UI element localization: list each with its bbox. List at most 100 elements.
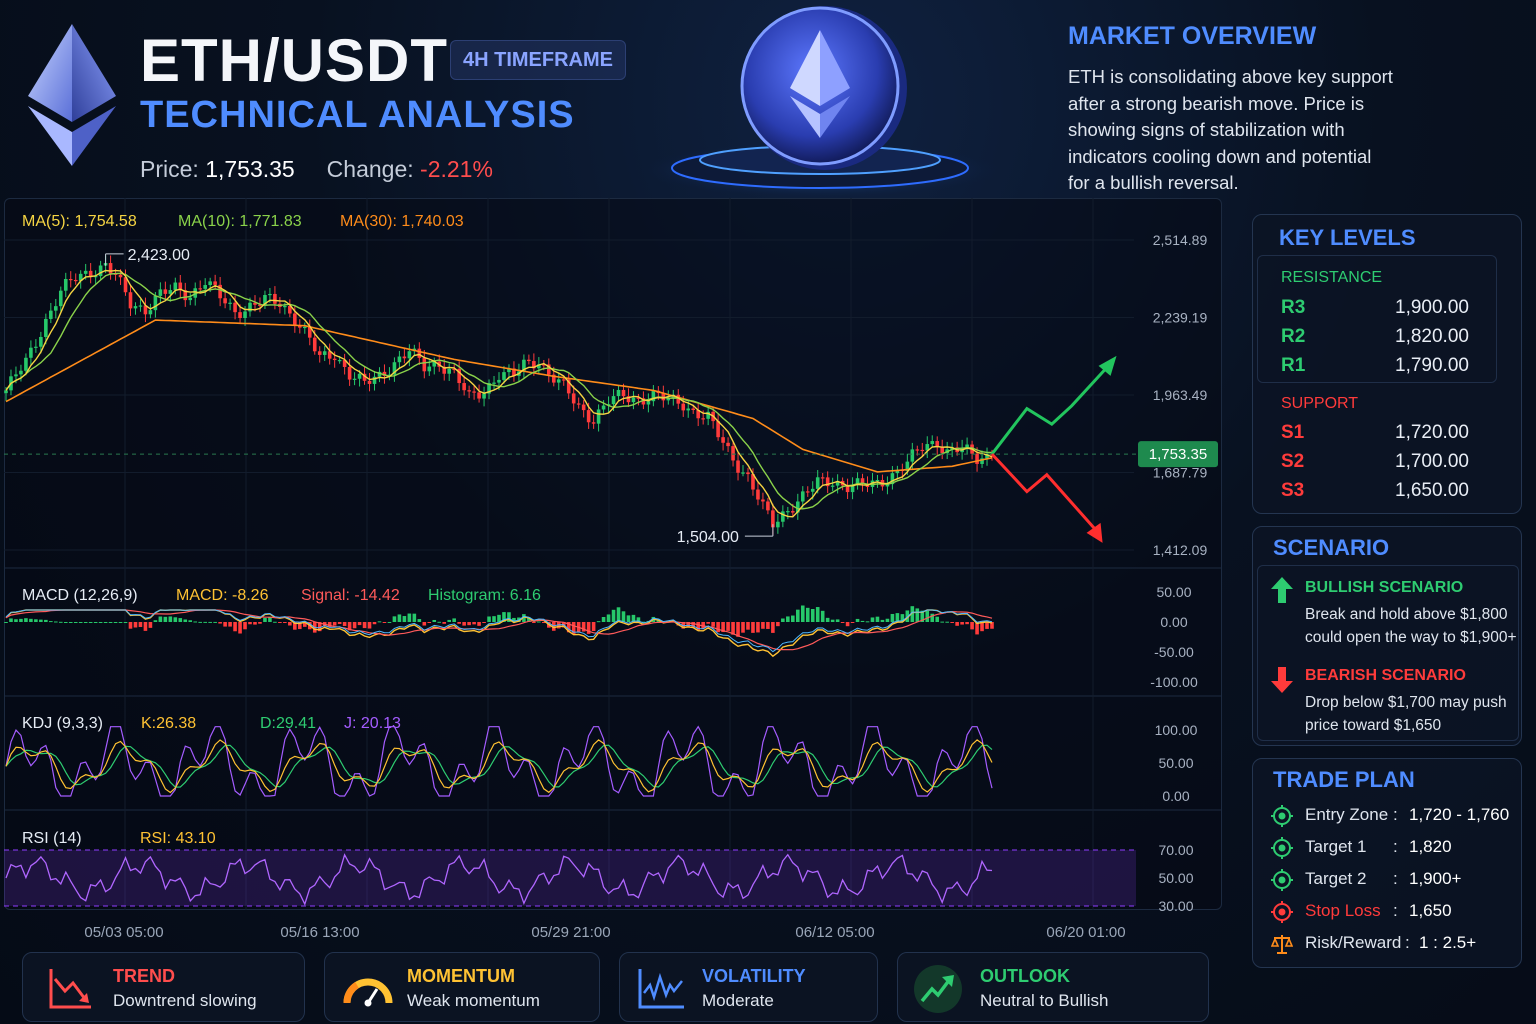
candle-body	[721, 437, 725, 443]
candle-body	[910, 449, 915, 462]
candle-body	[392, 362, 397, 375]
card-title: TREND	[113, 966, 175, 986]
bearish-path-arrow	[990, 453, 1098, 532]
d-value-label: D:29.41	[260, 715, 316, 732]
trade-plan-title: TRADE PLAN	[1273, 767, 1415, 792]
candle-body	[153, 295, 158, 311]
macd-histogram-bar	[243, 622, 247, 630]
bearish-scenario-text: Drop below $1,700 may push price toward …	[1305, 691, 1507, 737]
candle-body	[965, 444, 969, 448]
candle-body	[556, 379, 561, 383]
candle-body	[820, 477, 825, 479]
candle-body	[890, 473, 895, 485]
level-value: 1,700.00	[1395, 451, 1469, 472]
macd-histogram-bar	[776, 622, 780, 627]
macd-histogram-bar	[566, 622, 571, 633]
card-subtitle: Neutral to Bullish	[980, 991, 1109, 1010]
outlook-card[interactable]: OUTLOOK Neutral to Bullish	[897, 952, 1209, 1022]
price-chart[interactable]: 2,514.89 2,239.19 1,963.49 1,687.79 1,412.09…	[4, 198, 1222, 958]
candle-body	[781, 511, 785, 522]
scale-icon	[1271, 935, 1293, 954]
rsi-value-label: RSI: 43.10	[140, 830, 216, 847]
candle-body	[561, 379, 566, 381]
j-value-label: J: 20.13	[344, 715, 401, 732]
momentum-card[interactable]: MOMENTUM Weak momentum	[324, 952, 600, 1022]
macd-histogram-bar	[781, 618, 785, 622]
candle-body	[845, 485, 850, 493]
candle-body	[307, 326, 312, 338]
macd-histogram-bar	[93, 622, 98, 623]
candle-body	[586, 410, 591, 423]
macd-histogram-bar	[746, 622, 750, 630]
macd-histogram-bar	[397, 614, 402, 622]
candle-body	[791, 511, 795, 513]
candle-body	[19, 370, 23, 375]
macd-histogram-bar	[223, 622, 227, 627]
d-line	[5, 744, 993, 788]
level-value: 1,720.00	[1395, 422, 1469, 443]
timeframe-badge[interactable]: 4H TIMEFRAME	[450, 40, 626, 80]
macd-histogram-bar	[795, 609, 800, 622]
macd-histogram-bar	[611, 609, 616, 622]
x-tick-label: 05/03 05:00	[84, 924, 163, 941]
candle-body	[522, 359, 526, 372]
candle-body	[870, 480, 875, 487]
macd-histogram-bar	[691, 622, 696, 628]
macd-histogram-bar	[258, 622, 262, 624]
candle-body	[452, 368, 456, 371]
macd-histogram-bar	[302, 622, 307, 627]
level-name: S1	[1281, 422, 1305, 443]
y-tick-label: 1,963.49	[1153, 387, 1208, 403]
macd-histogram-bar	[706, 622, 710, 624]
level-name: R1	[1281, 355, 1306, 376]
macd-histogram-bar	[253, 622, 257, 625]
macd-histogram-bar	[382, 622, 387, 623]
macd-histogram-bar	[885, 618, 890, 622]
price-summary: Price: 1,753.35 Change: -2.21%	[140, 156, 493, 183]
trend-card[interactable]: TREND Downtrend slowing	[22, 952, 305, 1022]
macd-histogram-bar	[427, 622, 432, 623]
candle-body	[387, 374, 392, 376]
macd-histogram-bar	[596, 621, 601, 623]
ethereum-coin-icon	[640, 6, 1000, 198]
macd-histogram-bar	[193, 621, 198, 623]
change-label: Change:	[326, 156, 414, 182]
candle-body	[950, 447, 954, 450]
macd-histogram-bar	[467, 622, 471, 626]
bullish-scenario-title: BULLISH SCENARIO	[1305, 579, 1464, 596]
ma-label: MA(30): 1,740.03	[340, 213, 464, 230]
macd-histogram-bar	[327, 622, 332, 628]
candle-body	[312, 337, 317, 352]
scenario-line: Break and hold above $1,800	[1305, 606, 1508, 623]
candle-body	[591, 422, 596, 424]
candle-body	[442, 366, 447, 374]
macd-histogram-bar	[317, 622, 322, 632]
candle-body	[676, 394, 681, 404]
candle-body	[213, 281, 217, 285]
macd-histogram-bar	[621, 611, 626, 622]
trade-plan-value: 1,720 - 1,760	[1409, 805, 1510, 824]
current-price-tag	[1138, 441, 1218, 468]
candle-body	[930, 441, 935, 445]
candle-body	[327, 351, 332, 359]
candle-body	[178, 282, 183, 291]
candle-body	[173, 282, 178, 291]
macd-histogram-bar	[178, 618, 183, 622]
macd-histogram-bar	[716, 622, 720, 633]
card-title: OUTLOOK	[980, 966, 1070, 986]
candle-body	[377, 371, 382, 377]
trend-down-icon	[49, 969, 91, 1009]
macd-histogram-bar	[78, 622, 83, 623]
candle-body	[576, 403, 581, 405]
support-label: SUPPORT	[1281, 395, 1359, 412]
candle-body	[810, 488, 815, 492]
macd-value-label: MACD: -8.26	[176, 587, 269, 604]
candle-body	[581, 404, 586, 411]
macd-histogram-bar	[761, 622, 765, 629]
candle-body	[133, 306, 138, 309]
candle-body	[641, 398, 646, 405]
resistance-label: RESISTANCE	[1281, 269, 1383, 286]
candle-body	[915, 449, 920, 451]
volatility-card[interactable]: VOLATILITY Moderate	[619, 952, 878, 1022]
macd-histogram-bar	[850, 622, 855, 623]
